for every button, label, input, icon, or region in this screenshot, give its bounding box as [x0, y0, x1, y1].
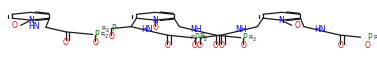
- Text: 2: 2: [104, 34, 107, 39]
- Text: O: O: [213, 41, 218, 50]
- Text: O: O: [92, 38, 98, 47]
- Text: HN: HN: [28, 22, 39, 31]
- Text: P: P: [242, 33, 247, 42]
- Text: 2: 2: [105, 28, 108, 32]
- Text: R: R: [201, 35, 205, 40]
- Text: R: R: [101, 32, 105, 37]
- Text: 2: 2: [194, 37, 197, 42]
- Text: P: P: [200, 33, 204, 42]
- Text: 2: 2: [252, 37, 256, 42]
- Text: R: R: [190, 35, 194, 40]
- Text: O: O: [365, 41, 371, 50]
- Text: HN: HN: [314, 25, 326, 34]
- Text: O: O: [108, 32, 114, 41]
- Text: P: P: [367, 33, 372, 42]
- Text: R: R: [373, 35, 377, 40]
- Text: P: P: [194, 33, 199, 42]
- Text: N: N: [28, 16, 34, 25]
- Text: O: O: [12, 21, 18, 30]
- Text: P: P: [95, 30, 99, 39]
- Text: O: O: [164, 41, 170, 50]
- Text: O: O: [197, 41, 202, 50]
- Text: NH: NH: [190, 25, 201, 34]
- Text: O: O: [63, 38, 69, 47]
- Text: O: O: [337, 41, 343, 50]
- Text: R: R: [249, 35, 253, 40]
- Text: P: P: [111, 24, 116, 33]
- Text: O: O: [218, 41, 224, 50]
- Text: N: N: [279, 16, 285, 25]
- Text: N: N: [152, 16, 158, 25]
- Text: O: O: [192, 41, 198, 50]
- Text: HN: HN: [142, 25, 153, 34]
- Text: 2: 2: [204, 37, 207, 42]
- Text: R: R: [101, 26, 106, 31]
- Text: O: O: [152, 23, 158, 32]
- Text: O: O: [241, 41, 246, 50]
- Text: O: O: [294, 21, 300, 30]
- Text: NH: NH: [235, 25, 247, 34]
